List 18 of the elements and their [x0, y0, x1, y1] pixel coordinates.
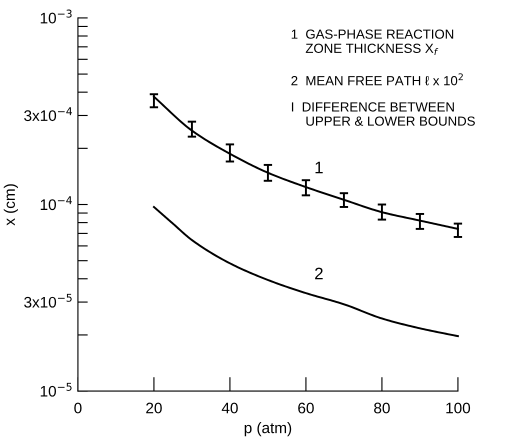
x-tick-label: 40 — [222, 402, 238, 414]
y-tick-label: 3x10$^{−4}$ — [24, 107, 72, 122]
y-tick-label: 10$^{−4}$ — [40, 196, 72, 210]
series-label: 2 — [315, 268, 323, 280]
annotation: 1 GAS-PHASE REACTION ZONE THICKNESS X$_{f}$ — [292, 29, 454, 56]
x-tick-label: 80 — [374, 402, 390, 414]
annotation: I DIFFERENCE BETWEEN UPPER & LOWER BOUNDS — [292, 102, 475, 126]
series-label: 1 — [316, 162, 323, 174]
annotation: 2 MEAN FREE PATH ℓ x 10$^{2}$ — [291, 73, 463, 86]
y-tick-label: 10$^{−5}$ — [40, 382, 72, 397]
x-tick-label: 100 — [446, 402, 470, 414]
x-tick-label: 0 — [74, 402, 82, 414]
x-tick-label: 60 — [298, 402, 314, 414]
x-tick-label: 20 — [146, 402, 162, 414]
y-tick-label: 3x10$^{−5}$ — [24, 294, 72, 308]
y-tick-label: 10$^{−3}$ — [40, 10, 72, 24]
x-axis-title: p (atm) — [244, 422, 292, 436]
y-axis-title: x (cm) — [4, 184, 18, 226]
